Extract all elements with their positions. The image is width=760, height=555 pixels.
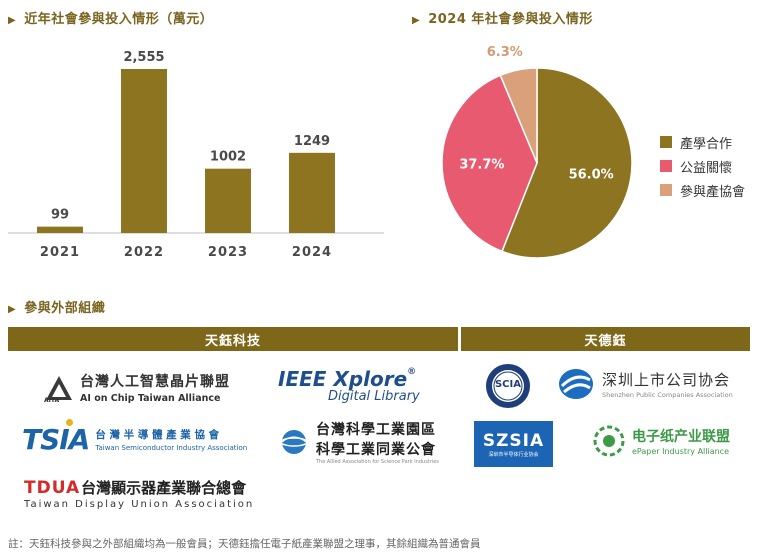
globe-icon <box>280 430 308 454</box>
aita-logo: 台灣人工智慧晶片聯盟 AI on Chip Taiwan Alliance AI… <box>44 374 230 404</box>
bar <box>289 152 335 233</box>
bar <box>37 226 83 233</box>
x-tick-label: 2023 <box>208 245 248 260</box>
swirl-icon <box>559 369 593 399</box>
bar-value-label: 1249 <box>294 134 330 149</box>
pie-value-label: 6.3% <box>487 45 523 60</box>
pie-slice <box>441 74 538 253</box>
pie-value-label: 37.7% <box>459 158 504 173</box>
x-tick-label: 2024 <box>292 245 332 260</box>
pie-chart-title: ▶ 2024 年社會參與投入情形 <box>412 12 593 27</box>
triangle-bullet-icon: ▶ <box>8 304 17 315</box>
shenzhen-public-companies-association-logo: 深圳上市公司协会 Shenzhen Public Companies Assoc… <box>556 366 733 402</box>
epaper-mark-icon <box>593 425 625 457</box>
footnote: 註：天鈺科技參與之外部組織均為一般會員；天德鈺擔任電子紙產業聯盟之理事，其餘組織… <box>8 538 481 550</box>
legend-swatch <box>660 136 672 148</box>
x-tick-label: 2021 <box>40 245 80 260</box>
pie-slice <box>499 67 538 164</box>
scia-logo: SCIA <box>484 362 532 410</box>
bar-value-label: 1002 <box>210 150 246 165</box>
tsia-logo: TSIA 台 灣 半 導 體 產 業 協 會 Taiwan Semiconduc… <box>22 419 247 456</box>
bar-value-label: 99 <box>51 208 69 223</box>
pie-value-label: 56.0% <box>569 167 614 182</box>
triangle-bullet-icon: ▶ <box>8 15 17 26</box>
legend-swatch <box>660 184 672 196</box>
legend-item: 公益關懷 <box>660 154 745 178</box>
ieee-xplore-logo: IEEE Xplore® Digital Library <box>278 367 420 404</box>
pie-legend: 產學合作 公益關懷 參與產協會 <box>660 130 745 202</box>
szsia-logo: SZSIA 深圳市半导体行业协会 <box>474 421 553 467</box>
pie-chart: 56.0% 37.7% 6.3% <box>441 45 633 259</box>
epaper-industry-alliance-logo: 电子纸产业联盟 ePaper Industry Alliance <box>592 424 730 458</box>
org-header-right: 天德鈺 <box>461 327 750 351</box>
pie-slice <box>501 67 633 259</box>
legend-item: 參與產協會 <box>660 178 745 202</box>
science-park-association-logo: 台灣科學工業園區 科學工業同業公會 The Allied Association… <box>280 419 439 465</box>
x-tick-label: 2022 <box>124 245 164 260</box>
bar <box>205 168 251 233</box>
legend-item: 產學合作 <box>660 130 745 154</box>
triangle-bullet-icon: ▶ <box>412 15 421 26</box>
bar-chart-title: ▶ 近年社會參與投入情形（萬元） <box>8 12 214 27</box>
bar <box>121 69 167 233</box>
org-section-title: ▶ 參與外部組織 <box>8 301 106 316</box>
tdua-logo: TDUA 台灣顯示器產業聯合總會 Taiwan Display Union As… <box>24 478 255 510</box>
legend-swatch <box>660 160 672 172</box>
bar-chart: 99 2021 2,555 2022 1002 2023 1249 2024 <box>8 50 384 260</box>
aita-mark-icon <box>46 375 72 400</box>
org-header-left: 天鈺科技 <box>8 327 458 351</box>
tsia-dot-icon <box>66 419 73 426</box>
bar-value-label: 2,555 <box>123 50 164 65</box>
